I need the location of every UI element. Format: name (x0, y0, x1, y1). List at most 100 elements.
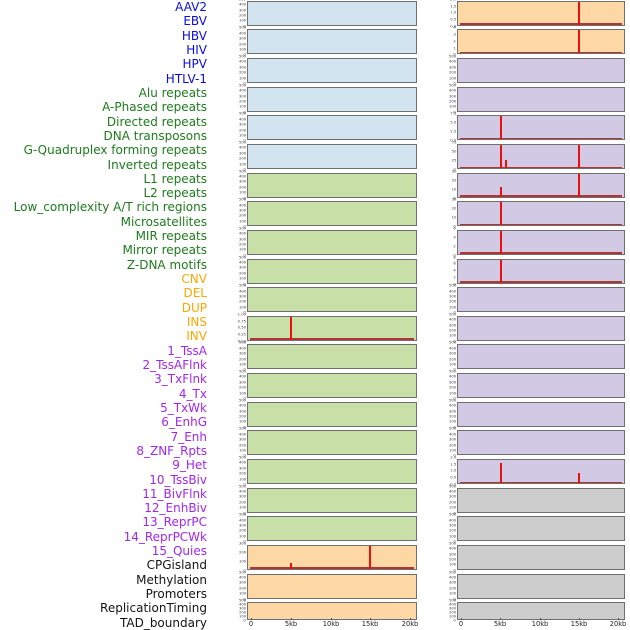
signal-spike (505, 160, 508, 168)
x-axis-tick-label: 0 (458, 621, 464, 629)
panel-hbv: 500 400 300 200 100 0 (239, 55, 417, 86)
panel-l1-repeats: 500 400 300 200 100 0 (239, 341, 417, 372)
panel-5-txwk: 30 20 10 0 (451, 170, 625, 200)
panel-14-reprpcwk: 500 400 300 200 100 0 (449, 427, 625, 458)
panel-microsatellites: 500 400 300 200 100 0 (239, 427, 417, 458)
x-axis-left: 0 5kb 10kb 15kb 20kb (247, 618, 419, 630)
track-label-l2-repeats: L2 repeats (143, 186, 208, 201)
track-label-l1-repeats: L1 repeats (143, 171, 208, 186)
y-axis-ticks: 1.00 0.75 0.50 0.25 0.00 (237, 312, 246, 344)
signal-baseline (460, 223, 622, 226)
signal-spike (577, 1, 580, 25)
x-axis-tick-mark (578, 618, 580, 620)
signal-spike (499, 144, 502, 168)
y-axis-ticks: 30 20 10 0 (451, 169, 456, 201)
x-axis-tick-label: 20kb (609, 621, 627, 629)
signal-spike (499, 463, 502, 483)
x-axis-tick-mark (461, 618, 463, 620)
panel-z-dna-motifs: 500 400 300 200 100 0 (239, 513, 417, 544)
x-axis-tick-label: 5kb (284, 621, 298, 629)
panel-10-tssbiv: 500 400 300 200 100 0 (449, 313, 625, 343)
panel-promoters: 500 400 300 200 100 0 (449, 542, 625, 573)
track-label-hbv: HBV (181, 28, 207, 43)
signal-spike (577, 144, 580, 168)
x-axis-tick-mark (410, 618, 412, 620)
x-axis-right: 0 5kb 10kb 15kb 20kb (457, 618, 627, 630)
x-axis-tick-mark (330, 618, 332, 620)
signal-baseline (460, 481, 622, 483)
signal-baseline (460, 23, 622, 25)
track-label-mirror-repeats: Mirror repeats (122, 243, 207, 258)
panel-6-enhg: 30 20 10 0 (451, 198, 625, 229)
panel-3-txflnk: 7.5 5.0 2.5 0.0 (450, 112, 625, 143)
x-axis-tick-label: 10kb (531, 621, 548, 629)
panel-2-tssaflnk: 500 400 300 200 100 0 (449, 84, 625, 114)
track-label-microsatellites: Microsatellites (120, 214, 207, 229)
panel-hpv: 500 400 300 200 100 0 (239, 112, 417, 143)
signal-spike (499, 202, 502, 226)
panel-4-tx: 75 50 25 0 (451, 141, 625, 172)
panel-cpgisland: 500 400 300 200 100 0 (449, 485, 625, 515)
panel-12-enhbiv: 500 400 300 200 100 0 (449, 370, 625, 401)
signal-spike (577, 30, 580, 54)
signal-baseline (460, 195, 622, 197)
track-label-9-het: 9_Het (172, 458, 207, 473)
x-axis-tick-label: 5kb (494, 621, 507, 629)
x-axis-tick-label: 20kb (401, 621, 419, 629)
panel-13-reprpc: 500 400 300 200 100 0 (449, 399, 625, 429)
panel-hiv: 500 400 300 200 100 0 (239, 84, 417, 114)
track-label-tad-boundary: TAD_boundary (119, 615, 207, 630)
signal-spike (290, 316, 293, 340)
signal-spike (368, 545, 371, 569)
track-label-mir-repeats: MIR repeats (135, 229, 207, 244)
signal-baseline (460, 52, 622, 54)
x-axis-tick-mark (251, 618, 253, 620)
panel-directed-repeats: 500 400 300 200 100 0 (239, 227, 417, 258)
panel-11-bivflnk: 500 400 300 200 100 0 (449, 341, 625, 372)
track-label-ebv: EBV (183, 14, 207, 29)
signal-spike (499, 187, 502, 197)
panel-alu-repeats: 500 400 300 200 100 0 (239, 170, 417, 200)
track-label-1-tssa: 1_TssA (167, 343, 207, 358)
track-label-15-quies: 15_Quies (151, 544, 207, 559)
track-label-inverted-repeats: Inverted repeats (107, 157, 207, 172)
panel-cnv: 300 200 100 0 (239, 542, 417, 573)
signal-baseline (250, 567, 414, 569)
x-axis-tick-mark (618, 618, 620, 620)
track-label-inv: INV (186, 329, 207, 344)
track-label-low-complexity-a-t-rich-regions: Low_complexity A/T rich regions (13, 200, 207, 215)
track-label-13-reprpc: 13_ReprPC (142, 515, 207, 530)
panel-9-het: 500 400 300 200 100 0 (449, 284, 625, 315)
panel-column-right: 2.01.51.00.50.04321050040030020010005004… (449, 0, 627, 630)
track-label-promoters: Promoters (145, 587, 207, 602)
y-axis-ticks: 300 200 100 0 (238, 541, 246, 573)
panel-low-complexity-a-t-rich-regions: 500 400 300 200 100 0 (239, 399, 417, 429)
signal-baseline (460, 137, 622, 140)
panel-1-tssa: 500 400 300 200 100 0 (449, 55, 625, 86)
signal-baseline (250, 338, 414, 340)
panel-replicationtiming: 500 400 300 200 100 0 (449, 570, 625, 601)
track-label-cnv: CNV (181, 272, 207, 287)
